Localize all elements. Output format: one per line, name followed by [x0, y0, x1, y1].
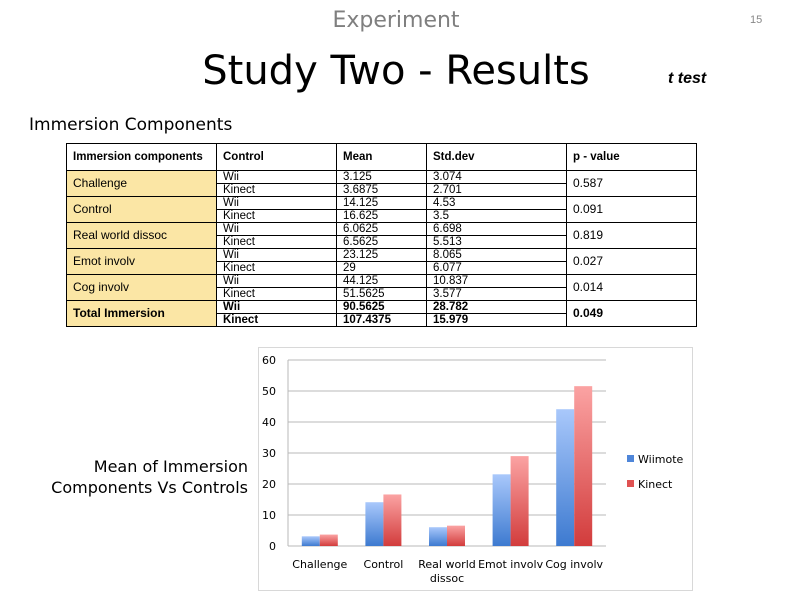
column-header: Std.dev [426, 143, 567, 171]
p-value-cell: 0.027 [566, 248, 697, 275]
legend-swatch [627, 455, 634, 462]
bar-wiimote [492, 474, 511, 546]
table-row: Control Wii 14.125 4.53 0.091 [66, 196, 697, 223]
y-tick-label: 0 [269, 540, 276, 553]
chart-frame [258, 347, 693, 591]
x-tick-label: Challenge [292, 558, 347, 571]
table-row: Total Immersion Wii 90.5625 28.782 0.049 [66, 300, 697, 327]
bar-wiimote [556, 409, 575, 546]
table-row: Emot involv Wii 23.125 8.065 0.027 [66, 248, 697, 275]
bar-kinect [383, 494, 402, 546]
component-name: Emot involv [66, 248, 217, 275]
bar-wiimote [429, 527, 447, 546]
column-header: Immersion components [66, 143, 217, 171]
bar-wiimote [301, 536, 320, 546]
chart-label: Mean of Immersion Components Vs Controls [30, 456, 248, 498]
control-cell: Kinect [216, 313, 337, 327]
table-row: Kinect 51.5625 3.577 [67, 287, 697, 301]
x-tick-label: Cog involv [545, 558, 603, 571]
chart-label-line: Components Vs Controls [51, 478, 248, 497]
bar-kinect [319, 534, 338, 546]
y-tick-label: 20 [262, 478, 276, 491]
y-tick-label: 40 [262, 416, 276, 429]
bar-kinect [447, 525, 465, 546]
x-tick-label: Emot involv [478, 558, 544, 571]
p-value-cell: 0.819 [566, 222, 697, 249]
x-tick-label: Control [364, 558, 404, 571]
y-tick-label: 60 [262, 354, 276, 367]
bar-wiimote [365, 502, 384, 546]
test-label: t test [668, 70, 707, 87]
p-value-cell: 0.014 [566, 274, 697, 301]
std-dev-cell: 15.979 [426, 313, 567, 327]
component-name: Control [66, 196, 217, 223]
table-row: Kinect 107.4375 15.979 [67, 313, 697, 327]
legend-swatch [627, 480, 634, 487]
component-name: Total Immersion [66, 300, 217, 327]
y-tick-label: 50 [262, 385, 276, 398]
p-value-cell: 0.049 [566, 300, 697, 327]
table-row: Real world dissoc Wii 6.0625 6.698 0.819 [66, 222, 697, 249]
y-tick-label: 10 [262, 509, 276, 522]
legend-label: Kinect [638, 478, 673, 491]
legend-label: Wiimote [638, 453, 684, 466]
section-title: Experiment [332, 8, 460, 33]
slide-title: Study Two - Results [202, 48, 590, 94]
y-tick-label: 30 [262, 447, 276, 460]
x-tick-label: dissoc [430, 572, 464, 585]
component-name: Real world dissoc [66, 222, 217, 249]
table-row: Kinect 6.5625 5.513 [67, 235, 697, 249]
bar-kinect [510, 456, 529, 546]
chart-label-line: Mean of Immersion [93, 457, 248, 476]
table-row: Kinect 16.625 3.5 [67, 209, 697, 223]
x-tick-label: Real world [418, 558, 476, 571]
bar-kinect [574, 386, 593, 546]
p-value-cell: 0.091 [566, 196, 697, 223]
results-table: Immersion components Control Mean Std.dev p … [66, 143, 697, 327]
subtitle: Immersion Components [29, 115, 233, 135]
page-number: 15 [750, 14, 763, 26]
